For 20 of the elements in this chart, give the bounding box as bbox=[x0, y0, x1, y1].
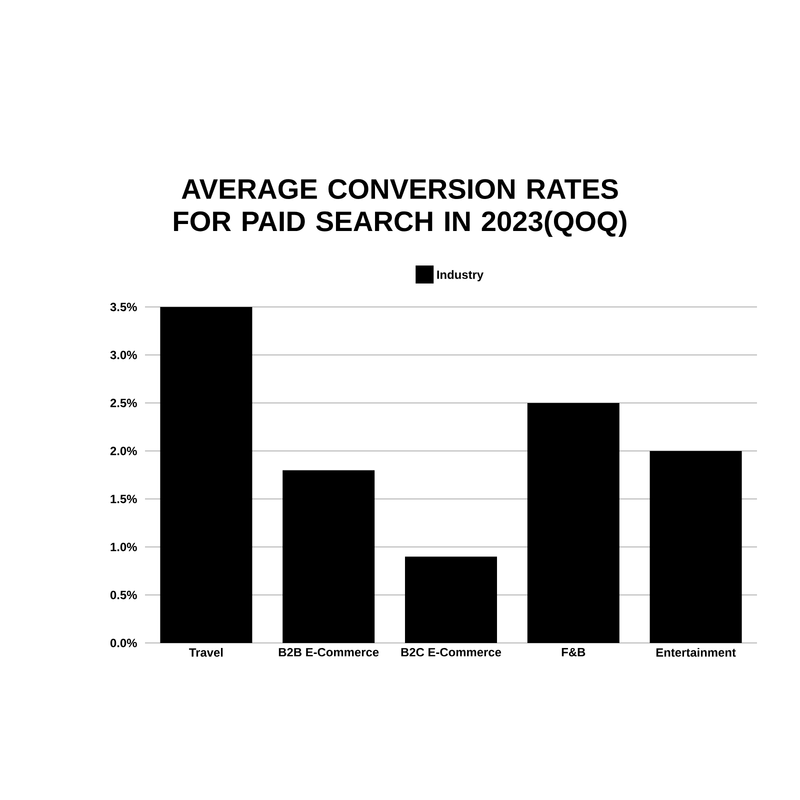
x-tick-label: F&B bbox=[562, 648, 586, 656]
x-tick-label: Travel bbox=[189, 648, 223, 657]
y-tick-label: 3.0% bbox=[110, 350, 137, 360]
x-tick-label: B2C E-Commerce bbox=[401, 648, 502, 656]
y-tick-label: 1.0% bbox=[110, 542, 137, 552]
y-tick-label: 2.0% bbox=[110, 446, 137, 456]
y-tick-label: 2.5% bbox=[110, 398, 137, 408]
bar bbox=[650, 451, 742, 643]
x-tick-label: Entertainment bbox=[656, 648, 736, 657]
y-tick-label: 3.5% bbox=[110, 302, 137, 312]
bar bbox=[527, 403, 620, 643]
chart-title: AVERAGE CONVERSION RATES FOR PAID SEARCH IN 2023(QOQ) bbox=[174, 179, 626, 237]
legend-label: Industry bbox=[437, 270, 484, 282]
x-tick-label: B2B E-Commerce bbox=[278, 648, 379, 656]
bar bbox=[282, 470, 375, 643]
y-tick-label: 0.0% bbox=[110, 638, 137, 648]
y-tick-label: 1.5% bbox=[110, 494, 137, 504]
bar bbox=[405, 556, 498, 643]
y-tick-label: 0.5% bbox=[110, 590, 137, 600]
bar bbox=[160, 307, 252, 643]
